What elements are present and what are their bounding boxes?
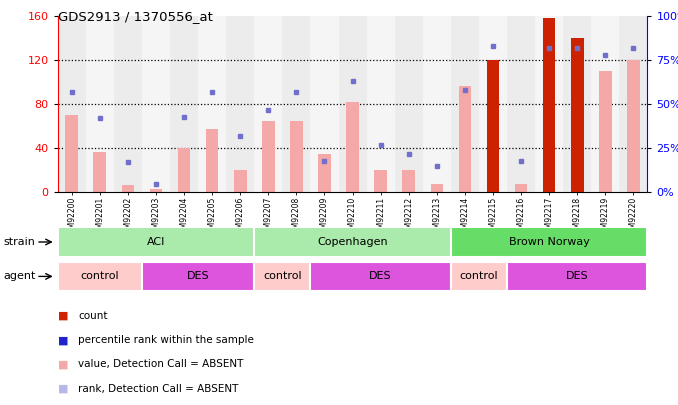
Text: Brown Norway: Brown Norway bbox=[508, 237, 590, 247]
Bar bbox=[142, 262, 254, 291]
Bar bbox=[620, 16, 647, 192]
Bar bbox=[458, 85, 471, 192]
Bar bbox=[142, 16, 170, 192]
Bar bbox=[65, 115, 78, 192]
Bar bbox=[535, 16, 563, 192]
Bar bbox=[198, 16, 226, 192]
Bar bbox=[114, 16, 142, 192]
Bar bbox=[58, 16, 85, 192]
Bar bbox=[395, 16, 423, 192]
Bar bbox=[487, 60, 499, 192]
Text: count: count bbox=[78, 311, 108, 321]
Bar bbox=[85, 16, 114, 192]
Text: control: control bbox=[263, 271, 302, 281]
Bar bbox=[591, 16, 620, 192]
Bar bbox=[150, 189, 162, 192]
Text: strain: strain bbox=[3, 237, 35, 247]
Text: DES: DES bbox=[370, 271, 392, 281]
Text: control: control bbox=[81, 271, 119, 281]
Bar bbox=[423, 16, 451, 192]
Bar bbox=[507, 16, 535, 192]
Bar bbox=[58, 262, 142, 291]
Bar bbox=[254, 16, 282, 192]
Bar bbox=[338, 16, 367, 192]
Text: ■: ■ bbox=[58, 311, 68, 321]
Bar bbox=[170, 16, 198, 192]
Bar bbox=[515, 183, 527, 192]
Text: DES: DES bbox=[186, 271, 210, 281]
Text: ACI: ACI bbox=[146, 237, 165, 247]
Bar bbox=[346, 102, 359, 192]
Text: control: control bbox=[460, 271, 498, 281]
Bar bbox=[311, 16, 338, 192]
Bar bbox=[563, 16, 591, 192]
Bar bbox=[254, 262, 311, 291]
Text: Copenhagen: Copenhagen bbox=[317, 237, 388, 247]
Text: ■: ■ bbox=[58, 335, 68, 345]
Bar bbox=[451, 262, 507, 291]
Bar bbox=[121, 185, 134, 192]
Bar bbox=[374, 171, 387, 192]
Text: value, Detection Call = ABSENT: value, Detection Call = ABSENT bbox=[78, 360, 243, 369]
Bar bbox=[571, 38, 584, 192]
Bar bbox=[479, 16, 507, 192]
Bar bbox=[282, 16, 311, 192]
Bar bbox=[451, 228, 647, 257]
Bar bbox=[507, 262, 647, 291]
Bar bbox=[234, 171, 247, 192]
Bar bbox=[254, 228, 451, 257]
Bar bbox=[311, 262, 451, 291]
Text: ■: ■ bbox=[58, 384, 68, 394]
Bar bbox=[451, 16, 479, 192]
Bar bbox=[543, 22, 555, 192]
Bar bbox=[94, 151, 106, 192]
Text: rank, Detection Call = ABSENT: rank, Detection Call = ABSENT bbox=[78, 384, 239, 394]
Bar bbox=[599, 71, 612, 192]
Bar bbox=[178, 148, 191, 192]
Text: ■: ■ bbox=[58, 360, 68, 369]
Bar bbox=[543, 18, 555, 192]
Bar bbox=[627, 60, 640, 192]
Bar bbox=[206, 128, 218, 192]
Bar bbox=[431, 183, 443, 192]
Bar bbox=[262, 121, 275, 192]
Bar bbox=[58, 228, 254, 257]
Bar bbox=[403, 171, 415, 192]
Text: GDS2913 / 1370556_at: GDS2913 / 1370556_at bbox=[58, 10, 212, 23]
Bar bbox=[226, 16, 254, 192]
Text: percentile rank within the sample: percentile rank within the sample bbox=[78, 335, 254, 345]
Text: DES: DES bbox=[566, 271, 589, 281]
Bar bbox=[290, 121, 302, 192]
Bar bbox=[367, 16, 395, 192]
Bar bbox=[487, 60, 499, 192]
Text: agent: agent bbox=[3, 271, 36, 281]
Bar bbox=[318, 154, 331, 192]
Bar bbox=[571, 49, 584, 192]
